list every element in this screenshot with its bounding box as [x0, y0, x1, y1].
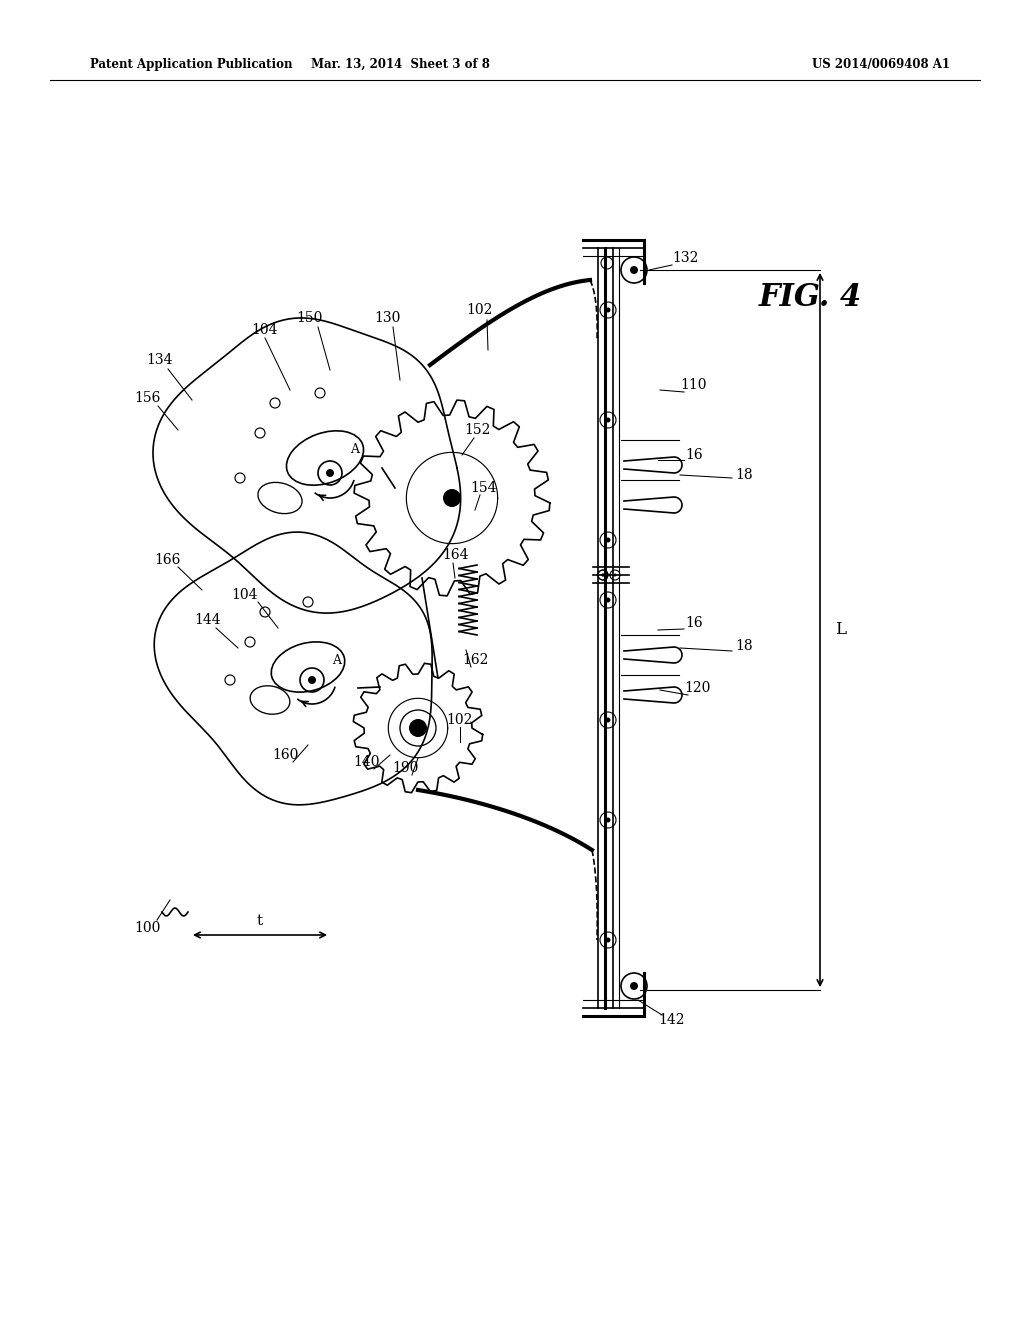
- Text: 152: 152: [465, 422, 492, 437]
- Text: A: A: [350, 444, 359, 455]
- Text: 18: 18: [735, 469, 753, 482]
- Text: 16: 16: [685, 616, 702, 630]
- Text: 142: 142: [658, 1012, 685, 1027]
- Circle shape: [613, 573, 616, 577]
- Circle shape: [605, 937, 610, 942]
- Text: 110: 110: [681, 378, 708, 392]
- Circle shape: [601, 573, 604, 577]
- Circle shape: [409, 719, 427, 737]
- Text: L: L: [835, 622, 846, 639]
- Text: 140: 140: [353, 755, 380, 770]
- Text: US 2014/0069408 A1: US 2014/0069408 A1: [812, 58, 950, 71]
- Circle shape: [605, 598, 610, 602]
- Text: 102: 102: [446, 713, 473, 727]
- Circle shape: [443, 488, 461, 507]
- Circle shape: [630, 267, 638, 275]
- Circle shape: [630, 982, 638, 990]
- Circle shape: [601, 573, 604, 577]
- Circle shape: [308, 676, 316, 684]
- Circle shape: [605, 308, 610, 313]
- Text: 134: 134: [146, 352, 173, 367]
- Text: 160: 160: [272, 748, 299, 762]
- Text: 100: 100: [135, 921, 161, 935]
- Text: 144: 144: [195, 612, 221, 627]
- Text: 132: 132: [672, 251, 698, 265]
- Text: 104: 104: [252, 323, 279, 337]
- Text: 120: 120: [685, 681, 712, 696]
- Text: A: A: [332, 653, 341, 667]
- Text: t: t: [257, 913, 263, 928]
- Circle shape: [605, 817, 610, 822]
- Text: Mar. 13, 2014  Sheet 3 of 8: Mar. 13, 2014 Sheet 3 of 8: [310, 58, 489, 71]
- Text: 156: 156: [135, 391, 161, 405]
- Text: 166: 166: [155, 553, 181, 568]
- Text: Patent Application Publication: Patent Application Publication: [90, 58, 293, 71]
- Text: 154: 154: [471, 480, 498, 495]
- Circle shape: [605, 718, 610, 722]
- Text: 130: 130: [375, 312, 401, 325]
- Text: 162: 162: [463, 653, 489, 667]
- Text: 16: 16: [685, 447, 702, 462]
- Text: 104: 104: [231, 587, 258, 602]
- Text: 102: 102: [467, 304, 494, 317]
- Circle shape: [605, 537, 610, 543]
- Text: 190: 190: [393, 762, 419, 775]
- Text: FIG. 4: FIG. 4: [759, 282, 861, 314]
- Text: 18: 18: [735, 639, 753, 653]
- Text: 164: 164: [442, 548, 469, 562]
- Circle shape: [605, 417, 610, 422]
- Circle shape: [326, 469, 334, 477]
- Text: 150: 150: [297, 312, 324, 325]
